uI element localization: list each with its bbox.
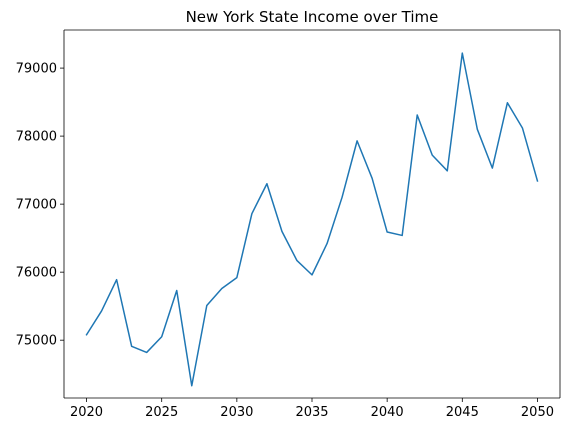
x-tick-label: 2050 — [521, 405, 554, 420]
plot-frame — [63, 29, 561, 399]
x-tick-label: 2020 — [70, 405, 103, 420]
x-tick-label: 2045 — [446, 405, 479, 420]
x-tick-label: 2030 — [220, 405, 253, 420]
y-tick-label: 75000 — [16, 334, 57, 349]
x-tick-label: 2035 — [295, 405, 328, 420]
x-axis: 2020 2025 2030 2035 2040 2045 2050 — [70, 398, 554, 420]
series-layer — [85, 52, 539, 387]
y-tick-label: 77000 — [16, 198, 57, 213]
chart-title: New York State Income over Time — [186, 8, 439, 26]
y-tick-label: 76000 — [16, 266, 57, 281]
y-tick-label: 78000 — [16, 130, 57, 145]
x-tick-label: 2025 — [145, 405, 178, 420]
y-axis: 75000 76000 77000 78000 79000 — [16, 62, 64, 349]
x-tick-label: 2040 — [371, 405, 404, 420]
series-line — [85, 52, 539, 387]
y-tick-label: 79000 — [16, 62, 57, 77]
